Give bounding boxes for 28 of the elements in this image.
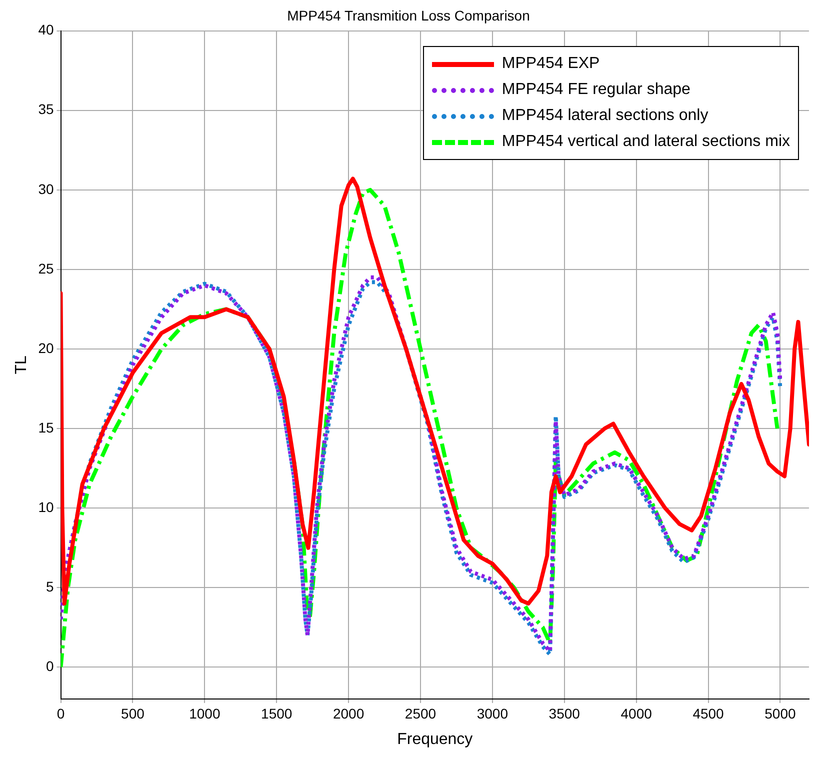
legend-label: MPP454 FE regular shape xyxy=(502,81,690,99)
y-tick-label: 40 xyxy=(38,22,54,38)
y-tick-label: 5 xyxy=(46,578,54,594)
y-tick-label: 10 xyxy=(38,498,54,515)
chart-title: MPP454 Transmition Loss Comparison xyxy=(287,7,530,24)
x-axis-title: Frequency xyxy=(397,730,473,748)
x-tick-label: 3500 xyxy=(548,705,580,722)
legend-label: MPP454 lateral sections only xyxy=(502,107,708,125)
x-tick-label: 1500 xyxy=(261,705,292,722)
x-tick-label: 4500 xyxy=(692,705,724,722)
y-tick-label: 0 xyxy=(46,658,54,674)
x-tick-label: 2500 xyxy=(404,705,436,722)
line-series xyxy=(60,188,780,670)
x-tick-label: 5000 xyxy=(764,705,796,722)
x-tick-label: 1000 xyxy=(189,705,220,722)
y-tick-label: 15 xyxy=(38,419,54,436)
y-tick-label: 20 xyxy=(38,340,54,356)
y-axis-title: TL xyxy=(13,355,30,374)
y-tick-label: 25 xyxy=(38,260,54,276)
legend-label: MPP454 EXP xyxy=(502,55,600,73)
y-tick-label: 30 xyxy=(38,180,54,197)
x-tick-label: 3000 xyxy=(476,705,508,722)
legend-label: MPP454 vertical and lateral sections mix xyxy=(502,133,790,151)
y-tick-label: 35 xyxy=(38,101,54,118)
x-tick-label: 4000 xyxy=(620,705,652,722)
x-tick-label: 2000 xyxy=(332,705,364,722)
x-tick-label: 0 xyxy=(56,705,65,722)
x-tick-label: 500 xyxy=(121,705,145,722)
